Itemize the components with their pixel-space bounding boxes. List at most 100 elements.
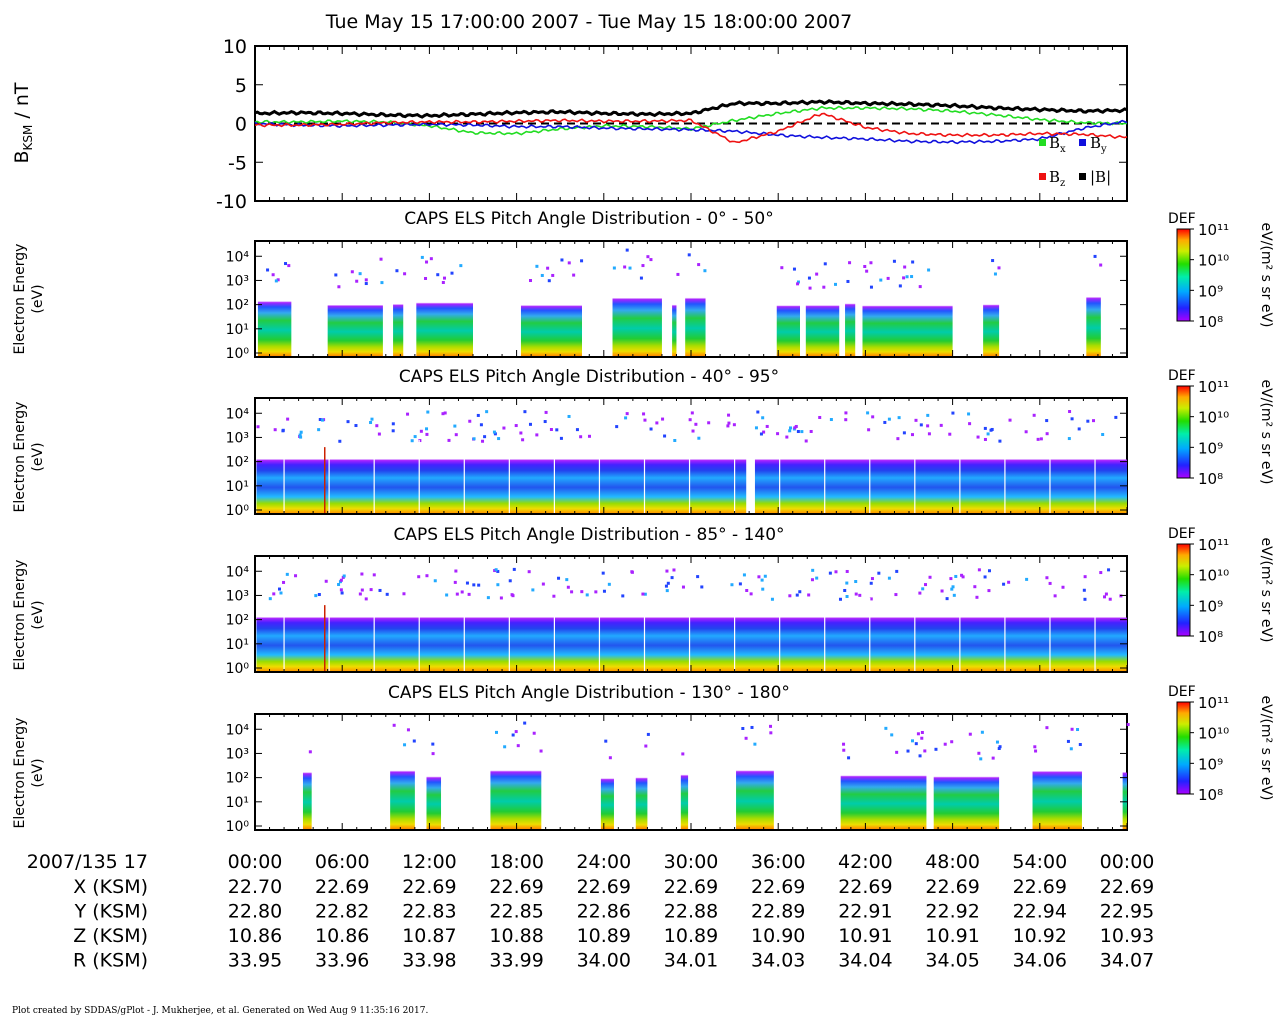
energy-ytick-label: 10¹ bbox=[226, 479, 249, 495]
spectrogram-speckle bbox=[986, 432, 990, 436]
spectrogram-speckle bbox=[833, 282, 837, 286]
ephemeris-row-value: 10.87 bbox=[402, 925, 456, 947]
spectrogram-speckle bbox=[403, 272, 407, 276]
bfield-ylabel-main: B bbox=[11, 150, 33, 163]
spectrogram-speckle bbox=[369, 421, 373, 425]
spectrogram-speckle bbox=[493, 432, 497, 436]
ephemeris-time-value: 06:00 bbox=[315, 851, 370, 873]
spectrogram-speckle bbox=[424, 276, 428, 280]
ephemeris-row-value: 34.06 bbox=[1013, 950, 1067, 972]
spectrogram-data-block bbox=[680, 755, 689, 829]
spectrogram-speckle bbox=[418, 439, 422, 443]
spectrogram-speckle bbox=[560, 258, 564, 262]
spectrogram-data-block bbox=[257, 281, 292, 356]
spectrogram-plot-area-4: 10⁰ 10¹ 10² 10³ 10⁴ bbox=[226, 713, 1130, 835]
spectrogram-speckle bbox=[551, 273, 555, 277]
spectrogram-speckle bbox=[788, 429, 792, 433]
spectrogram-data-block bbox=[256, 597, 1127, 671]
spectrogram-speckle bbox=[950, 740, 954, 744]
ephemeris-row-value: 22.94 bbox=[1013, 901, 1067, 923]
spectrogram-speckle bbox=[688, 418, 692, 422]
spectrogram-speckle bbox=[630, 570, 634, 574]
spectrogram-speckle bbox=[441, 280, 445, 284]
legend-swatch-bx bbox=[1039, 139, 1046, 146]
ephemeris-row-value: 10.91 bbox=[925, 925, 979, 947]
spectrogram-data-block bbox=[862, 287, 953, 356]
spectrogram-speckle bbox=[552, 594, 556, 598]
spectrogram-speckle bbox=[788, 594, 792, 598]
spectrogram-speckle bbox=[425, 427, 429, 431]
spectrogram-speckle bbox=[1093, 254, 1097, 258]
spectrogram-speckle bbox=[697, 263, 701, 267]
ephemeris-time-value: 54:00 bbox=[1012, 851, 1067, 873]
spectrogram-speckle bbox=[954, 574, 958, 578]
spectrogram-speckle bbox=[762, 430, 766, 434]
ephemeris-row-value: 22.82 bbox=[315, 901, 369, 923]
ephemeris-row-value: 33.99 bbox=[489, 950, 543, 972]
spectrogram-speckle bbox=[587, 434, 591, 438]
spectrogram-speckle bbox=[730, 583, 734, 587]
spectrogram-speckle bbox=[934, 747, 938, 751]
spectrogram-speckle bbox=[467, 592, 471, 596]
spectrogram-speckle bbox=[793, 426, 797, 430]
colorbar-tick-label: 10¹⁰ bbox=[1198, 725, 1229, 743]
energy-ytick-label: 10⁴ bbox=[226, 564, 250, 580]
spectrogram-speckle bbox=[676, 272, 680, 276]
spectrogram-speckle bbox=[870, 577, 874, 581]
spectrogram-speckle bbox=[750, 725, 754, 729]
colorbar-tick-label: 10¹⁰ bbox=[1198, 252, 1229, 270]
bfield-panel: 10 5 0 -5 -10 BKSM / nT Bx By Bz |B| bbox=[11, 36, 1128, 213]
spectrogram-speckle bbox=[761, 416, 765, 420]
spectrogram-speckle bbox=[919, 423, 923, 427]
spectrogram-speckle bbox=[453, 424, 457, 428]
spectrogram-speckle bbox=[867, 428, 871, 432]
spectrogram-speckle bbox=[364, 597, 368, 601]
spectrogram-speckle bbox=[666, 581, 670, 585]
spectrogram-speckle bbox=[496, 583, 500, 587]
spectrogram-plot-area-3: 10⁰ 10¹ 10² 10³ 10⁴ bbox=[226, 555, 1128, 677]
spectrogram-speckle bbox=[895, 569, 899, 573]
spectrogram-speckle bbox=[905, 275, 909, 279]
colorbar-tick-label: 10⁸ bbox=[1198, 470, 1223, 488]
spectrogram-speckle bbox=[865, 269, 869, 273]
spectrogram-data-block bbox=[416, 283, 473, 356]
spectrogram-speckle bbox=[546, 266, 550, 270]
ephemeris-row-value: 22.80 bbox=[228, 901, 282, 923]
spectrogram-speckle bbox=[643, 592, 647, 596]
spectrogram-speckle bbox=[1067, 437, 1071, 441]
spectrogram-speckle bbox=[792, 267, 796, 271]
spectrogram-speckle bbox=[744, 736, 748, 740]
spectrogram-speckle bbox=[769, 724, 773, 728]
ephemeris-row-value: 10.89 bbox=[664, 925, 718, 947]
legend-swatch-bz bbox=[1039, 173, 1046, 180]
spectrogram-title-1: CAPS ELS Pitch Angle Distribution - 0° -… bbox=[404, 209, 773, 229]
spectrogram-data-block bbox=[393, 285, 404, 356]
spectrogram-speckle bbox=[364, 278, 368, 282]
spectrogram-panel-2: CAPS ELS Pitch Angle Distribution - 40° … bbox=[12, 367, 1274, 519]
spectrogram-speckle bbox=[514, 730, 518, 734]
spectrogram-speckle bbox=[607, 582, 611, 586]
energy-ytick-label: 10⁰ bbox=[226, 819, 250, 835]
spectrogram-speckle bbox=[317, 428, 321, 432]
spectrogram-speckle bbox=[460, 590, 464, 594]
spectrogram-speckle bbox=[426, 410, 430, 414]
ephemeris-row-value: 22.88 bbox=[664, 901, 718, 923]
spectrogram-speckle bbox=[565, 578, 569, 582]
spectrogram-speckle bbox=[842, 742, 846, 746]
spectrogram-speckle bbox=[454, 569, 458, 573]
spectrogram-speckle bbox=[1045, 432, 1049, 436]
spectrogram-speckle bbox=[1078, 743, 1082, 747]
spectrogram-speckle bbox=[808, 286, 812, 290]
spectrogram-speckle bbox=[983, 575, 987, 579]
colorbar-tick-label: 10¹¹ bbox=[1198, 221, 1229, 239]
legend-label-bx: Bx bbox=[1049, 134, 1066, 155]
spectrogram-speckle bbox=[673, 438, 677, 442]
ephemeris-time-value: 18:00 bbox=[489, 851, 544, 873]
spectrogram-speckle bbox=[998, 439, 1002, 443]
spectrogram-speckle bbox=[285, 572, 289, 576]
spectrogram-plot-area-2: 10⁰ 10¹ 10² 10³ 10⁴ bbox=[226, 397, 1128, 519]
ephemeris-row-value: 22.69 bbox=[664, 876, 718, 898]
spectrogram-speckle bbox=[760, 578, 764, 582]
spectrogram-speckle bbox=[1045, 726, 1049, 730]
spectrogram-speckle bbox=[286, 417, 290, 421]
